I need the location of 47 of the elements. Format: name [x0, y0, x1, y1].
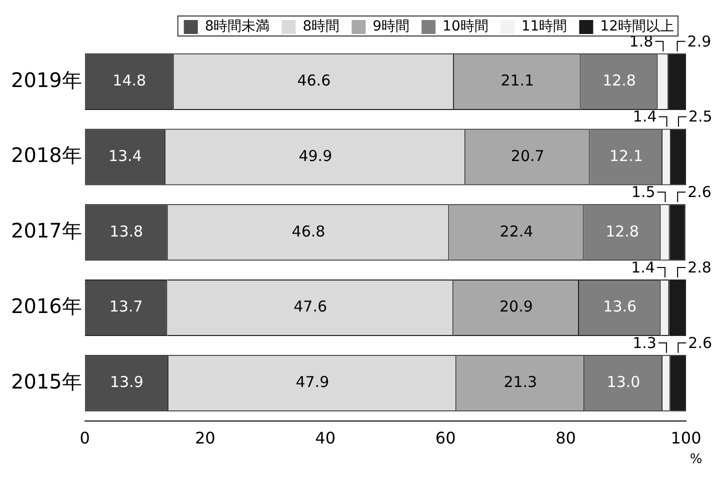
- data-label: 12.8: [602, 72, 636, 90]
- data-label: 2.6: [688, 334, 712, 352]
- y-tick-label: 2017年: [10, 218, 82, 243]
- data-label: 2.9: [687, 32, 712, 50]
- x-tick-label: 0: [80, 428, 90, 448]
- data-label: 20.7: [510, 146, 544, 165]
- legend-label: 8時間: [302, 18, 340, 35]
- data-label: 46.6: [297, 72, 331, 90]
- legend-label: 8時間未満: [204, 18, 270, 35]
- data-label: 12.8: [606, 222, 639, 240]
- x-tick-label: 20: [194, 428, 216, 448]
- data-label: 47.6: [294, 298, 328, 316]
- data-label: 21.3: [504, 373, 538, 392]
- legend-label: 10時間: [442, 18, 488, 35]
- y-tick-label: 2019年: [10, 68, 82, 92]
- data-label: 49.9: [298, 146, 332, 165]
- x-axis-title: %: [690, 452, 702, 467]
- data-label: 13.6: [603, 298, 637, 316]
- data-label: 13.8: [110, 222, 144, 240]
- data-label: 13.4: [108, 146, 142, 165]
- x-tick-label: 60: [435, 428, 456, 448]
- data-label: 2.5: [688, 108, 712, 126]
- data-label: 12.1: [609, 146, 643, 165]
- data-label: 2.6: [688, 183, 712, 202]
- y-tick-label: 2015年: [10, 369, 82, 394]
- data-label: 1.3: [632, 334, 656, 352]
- legend-label: 9時間: [372, 18, 410, 35]
- y-tick-label: 2016年: [10, 294, 82, 318]
- legend-label: 12時間以上: [600, 18, 674, 35]
- legend-label: 11時間: [521, 18, 568, 35]
- data-label: 14.8: [112, 72, 146, 90]
- data-label: 21.1: [500, 72, 534, 90]
- data-label: 13.7: [109, 298, 143, 316]
- y-tick-label: 2018年: [10, 143, 82, 168]
- data-label: 2.8: [688, 258, 712, 276]
- data-label: 20.9: [499, 298, 533, 316]
- x-tick-label: 80: [556, 428, 576, 448]
- data-label: 22.4: [500, 222, 534, 240]
- data-label: 1.4: [631, 258, 655, 276]
- x-tick-label: 100: [670, 428, 702, 448]
- data-label: 13.9: [110, 373, 144, 392]
- data-label: 13.0: [606, 373, 640, 392]
- data-label: 47.9: [296, 373, 330, 392]
- data-label: 1.5: [631, 183, 656, 202]
- data-label: 1.4: [632, 108, 657, 126]
- x-tick-label: 40: [315, 428, 336, 448]
- data-label: 46.8: [292, 222, 326, 240]
